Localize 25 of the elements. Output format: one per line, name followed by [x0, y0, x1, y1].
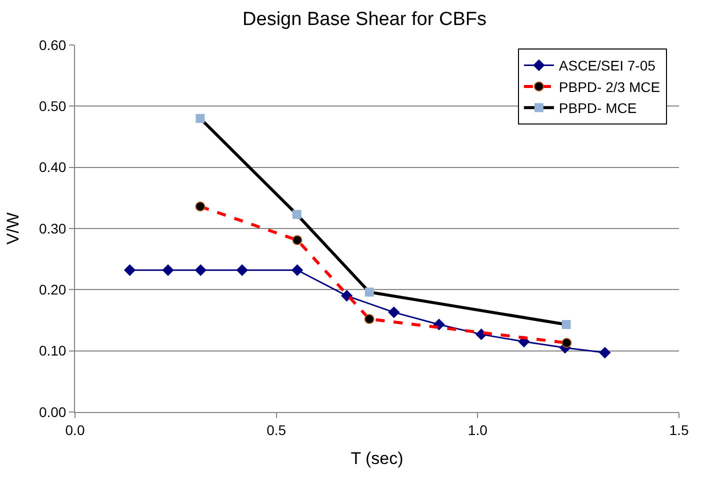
x-tick-label: 1.5: [669, 422, 689, 438]
legend-label: ASCE/SEI 7-05: [558, 58, 656, 74]
x-tick-label: 0.0: [65, 422, 85, 438]
point: [291, 264, 304, 276]
y-tick-label: 0.30: [38, 220, 66, 236]
point: [124, 264, 136, 276]
point: [194, 264, 206, 276]
chart-title: Design Base Shear for CBFs: [242, 9, 486, 30]
legend-label: PBPD- 2/3 MCE: [558, 78, 660, 95]
y-tick-label: 0.20: [38, 282, 66, 298]
x-tick-label: 1.0: [468, 422, 488, 438]
point: [162, 264, 174, 276]
y-tick-label: 0.40: [38, 159, 66, 176]
point: [236, 264, 248, 276]
y-tick-label: 0.50: [38, 98, 66, 114]
y-tick-label: 0.00: [38, 404, 66, 420]
x-axis-title: T (sec): [350, 449, 404, 468]
point: [599, 346, 611, 359]
legend-label: PBPD- MCE: [558, 100, 637, 116]
point: [340, 290, 353, 302]
y-tick-label: 0.10: [38, 342, 66, 359]
y-tick-label: 0.60: [38, 36, 66, 53]
point: [388, 306, 400, 318]
y-axis-title: V/W: [4, 212, 22, 245]
x-tick-label: 0.5: [266, 422, 286, 438]
